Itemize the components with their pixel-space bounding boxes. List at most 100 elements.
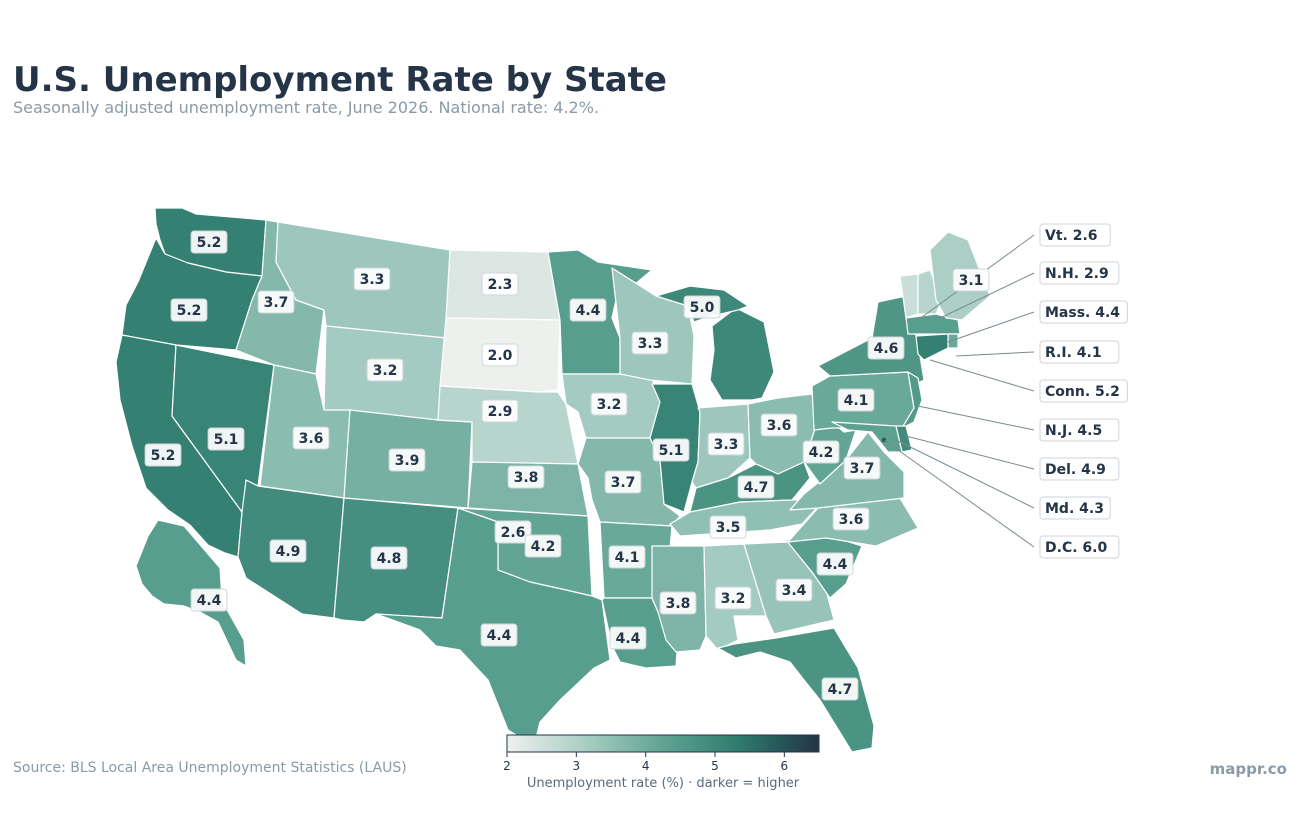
leader-line-de xyxy=(905,435,1035,470)
leader-line-ma xyxy=(947,311,1035,343)
value-label-nv-text: 5.1 xyxy=(214,432,239,448)
legend-tick-label: 5 xyxy=(711,759,719,773)
callout-nh-text: N.H. 2.9 xyxy=(1045,266,1109,282)
value-label-nm: 4.8 xyxy=(370,546,408,570)
value-label-nc: 3.6 xyxy=(832,507,870,531)
value-label-in: 3.3 xyxy=(707,432,745,456)
value-label-ut-text: 3.6 xyxy=(299,431,324,447)
leader-line-md xyxy=(891,437,1035,509)
callout-de: Del. 4.9 xyxy=(1039,457,1120,481)
value-label-va-text: 3.7 xyxy=(850,461,875,477)
legend-tick-label: 4 xyxy=(642,759,650,773)
value-label-ok-text: 4.2 xyxy=(531,539,556,555)
state-md xyxy=(831,421,903,453)
leader-line-ri xyxy=(955,351,1035,357)
callout-md-text: Md. 4.3 xyxy=(1045,501,1104,517)
legend-tick-label: 2 xyxy=(503,759,511,773)
callout-ct-text: Conn. 5.2 xyxy=(1045,384,1120,400)
value-label-mt: 3.3 xyxy=(353,267,391,291)
value-label-sc: 4.4 xyxy=(816,552,854,576)
value-label-tx-text: 4.4 xyxy=(487,628,512,644)
value-label-ak-text: 4.4 xyxy=(197,593,222,609)
value-label-me: 3.1 xyxy=(952,268,990,292)
leader-line-dc xyxy=(883,439,1035,548)
page-subtitle: Seasonally adjusted unemployment rate, J… xyxy=(13,98,600,117)
value-label-ny: 4.6 xyxy=(867,336,905,360)
value-label-oh-text: 3.6 xyxy=(767,418,792,434)
value-label-co: 3.9 xyxy=(388,448,426,472)
value-label-oh: 3.6 xyxy=(760,413,798,437)
value-label-nc-text: 3.6 xyxy=(839,512,864,528)
value-label-wy: 3.2 xyxy=(366,358,404,382)
value-label-il-text: 5.1 xyxy=(659,443,684,459)
value-label-nd: 2.3 xyxy=(481,272,519,296)
value-label-id: 3.7 xyxy=(257,290,295,314)
value-label-or-text: 5.2 xyxy=(177,303,202,319)
value-label-ny-text: 4.6 xyxy=(874,341,899,357)
value-label-mn-text: 4.4 xyxy=(576,303,601,319)
legend-tick-label: 6 xyxy=(781,759,789,773)
value-label-me-text: 3.1 xyxy=(959,273,984,289)
value-label-al-text: 3.2 xyxy=(721,591,746,607)
state-mi xyxy=(709,307,775,401)
value-label-mi: 5.0 xyxy=(683,295,721,319)
callout-ri-text: R.I. 4.1 xyxy=(1045,345,1102,361)
value-label-va: 3.7 xyxy=(843,456,881,480)
value-label-nd-text: 2.3 xyxy=(488,277,513,293)
legend-tick-label: 3 xyxy=(573,759,581,773)
state-ct xyxy=(915,333,949,361)
source-note: Source: BLS Local Area Unemployment Stat… xyxy=(13,760,407,776)
value-label-ms-text: 3.8 xyxy=(666,596,691,612)
value-label-ia: 3.2 xyxy=(590,392,628,416)
value-label-ut: 3.6 xyxy=(292,426,330,450)
value-label-mi-text: 5.0 xyxy=(690,300,715,316)
value-label-il: 5.1 xyxy=(652,438,690,462)
value-label-ga-text: 3.4 xyxy=(782,583,807,599)
value-label-la: 4.4 xyxy=(609,626,647,650)
value-label-wy-text: 3.2 xyxy=(373,363,398,379)
leader-line-ct xyxy=(929,359,1035,392)
value-label-nm-text: 4.8 xyxy=(377,551,402,567)
value-label-wv: 4.2 xyxy=(802,440,840,464)
callout-ri: R.I. 4.1 xyxy=(1039,340,1120,364)
state-value-labels: 5.2 5.2 5.2 5.1 3.7 3.3 3.2 3.6 4.9 3.9 4.8 2.3 2.0 2… xyxy=(144,230,990,701)
brand-logo-text: mappr.co xyxy=(1209,760,1287,778)
state-nh xyxy=(917,269,943,315)
value-label-pa: 4.1 xyxy=(837,388,875,412)
value-label-wv-text: 4.2 xyxy=(809,445,834,461)
value-label-ky: 4.7 xyxy=(737,475,775,499)
value-label-sd: 2.0 xyxy=(481,343,519,367)
callout-labels: Vt. 2.6 N.H. 2.9 Mass. 4.4 R.I. 4.1 Conn. 5.… xyxy=(1039,223,1128,559)
value-label-tx: 4.4 xyxy=(480,623,518,647)
callout-ma: Mass. 4.4 xyxy=(1039,300,1128,324)
value-label-id-text: 3.7 xyxy=(264,295,289,311)
callout-dc-text: D.C. 6.0 xyxy=(1045,540,1107,556)
value-label-nv: 5.1 xyxy=(207,427,245,451)
value-label-ok-pan-text: 2.6 xyxy=(501,525,526,541)
callout-dc: D.C. 6.0 xyxy=(1039,535,1120,559)
value-label-ne-text: 2.9 xyxy=(488,404,513,420)
value-label-mt-text: 3.3 xyxy=(360,272,385,288)
value-label-fl-text: 4.7 xyxy=(828,682,853,698)
value-label-ga: 3.4 xyxy=(775,578,813,602)
value-label-az-text: 4.9 xyxy=(276,544,301,560)
value-label-ca: 5.2 xyxy=(144,443,182,467)
callout-vt-text: Vt. 2.6 xyxy=(1045,228,1098,244)
value-label-ky-text: 4.7 xyxy=(744,480,769,496)
value-label-ks: 3.8 xyxy=(507,465,545,489)
callout-nj: N.J. 4.5 xyxy=(1039,418,1120,442)
value-label-tn: 3.5 xyxy=(709,515,747,539)
callout-md: Md. 4.3 xyxy=(1039,496,1111,520)
value-label-ca-text: 5.2 xyxy=(151,448,176,464)
value-label-tn-text: 3.5 xyxy=(716,520,741,536)
callout-nj-text: N.J. 4.5 xyxy=(1045,423,1102,439)
value-label-in-text: 3.3 xyxy=(714,437,739,453)
callout-ma-text: Mass. 4.4 xyxy=(1045,305,1120,321)
states-layer xyxy=(115,207,991,753)
value-label-sd-text: 2.0 xyxy=(488,348,513,364)
callout-nh: N.H. 2.9 xyxy=(1039,261,1120,285)
value-label-az: 4.9 xyxy=(269,539,307,563)
value-label-or: 5.2 xyxy=(170,298,208,322)
value-label-al: 3.2 xyxy=(714,586,752,610)
